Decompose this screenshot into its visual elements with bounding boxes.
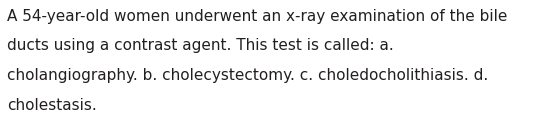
Text: cholangiography. b. cholecystectomy. c. choledocholithiasis. d.: cholangiography. b. cholecystectomy. c. … (7, 68, 488, 83)
Text: ducts using a contrast agent. This test is called: a.: ducts using a contrast agent. This test … (7, 38, 394, 53)
Text: A 54-year-old women underwent an x-ray examination of the bile: A 54-year-old women underwent an x-ray e… (7, 9, 508, 24)
Text: cholestasis.: cholestasis. (7, 98, 97, 113)
